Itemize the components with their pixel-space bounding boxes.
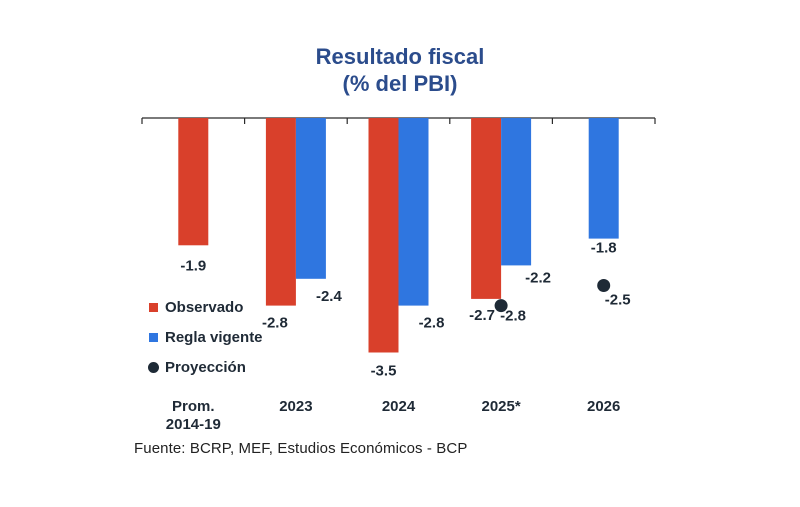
- data-label-proyeccion: -2.8: [500, 308, 526, 325]
- chart-subtitle: (% del PBI): [342, 71, 458, 96]
- x-axis-category-label: Prom.: [172, 398, 215, 415]
- data-label-regla-vigente: -2.8: [419, 315, 445, 332]
- legend-swatch-regla-vigente: [149, 332, 158, 342]
- chart-title: Resultado fiscal: [315, 44, 485, 69]
- legend-item-regla-vigente: Regla vigente: [149, 322, 263, 352]
- data-label-observado: -1.9: [180, 257, 206, 274]
- projection-point: [494, 299, 508, 313]
- data-label-observado: -3.5: [371, 363, 397, 380]
- data-label-regla-vigente: -2.4: [316, 288, 343, 305]
- bar-regla-vigente: [295, 118, 326, 279]
- bar-observado: [265, 118, 296, 306]
- x-axis-category-label: 2024: [382, 398, 416, 415]
- data-label-observado: -2.7: [469, 307, 495, 324]
- bar-regla-vigente: [398, 118, 429, 306]
- data-label-observado: -2.8: [262, 315, 288, 332]
- legend-label-regla-vigente: Regla vigente: [165, 328, 263, 346]
- bar-observado: [368, 118, 399, 353]
- bar-observado: [178, 118, 209, 246]
- data-label-proyeccion: -2.5: [605, 292, 631, 309]
- legend-swatch-observado: [149, 302, 158, 312]
- legend-label-observado: Observado: [165, 298, 244, 316]
- data-label-regla-vigente: -2.2: [525, 269, 551, 286]
- projection-point: [597, 279, 611, 292]
- data-label-regla-vigente: -1.8: [591, 240, 617, 257]
- legend: Observado Regla vigente Proyección: [148, 292, 263, 382]
- x-axis-category-label: 2023: [279, 398, 312, 415]
- source-note: Fuente: BCRP, MEF, Estudios Económicos -…: [134, 440, 468, 457]
- x-axis-category-label: 2014-19: [166, 416, 221, 433]
- legend-item-proyeccion: Proyección: [148, 352, 263, 382]
- x-axis-category-label: 2026: [587, 398, 620, 415]
- bar-regla-vigente: [588, 118, 619, 239]
- x-axis-category-label: 2025*: [481, 398, 520, 415]
- bar-observado: [471, 118, 502, 299]
- legend-dot-proyeccion: [148, 361, 159, 373]
- legend-item-observado: Observado: [149, 292, 263, 322]
- bar-regla-vigente: [501, 118, 532, 266]
- legend-label-proyeccion: Proyección: [165, 358, 246, 376]
